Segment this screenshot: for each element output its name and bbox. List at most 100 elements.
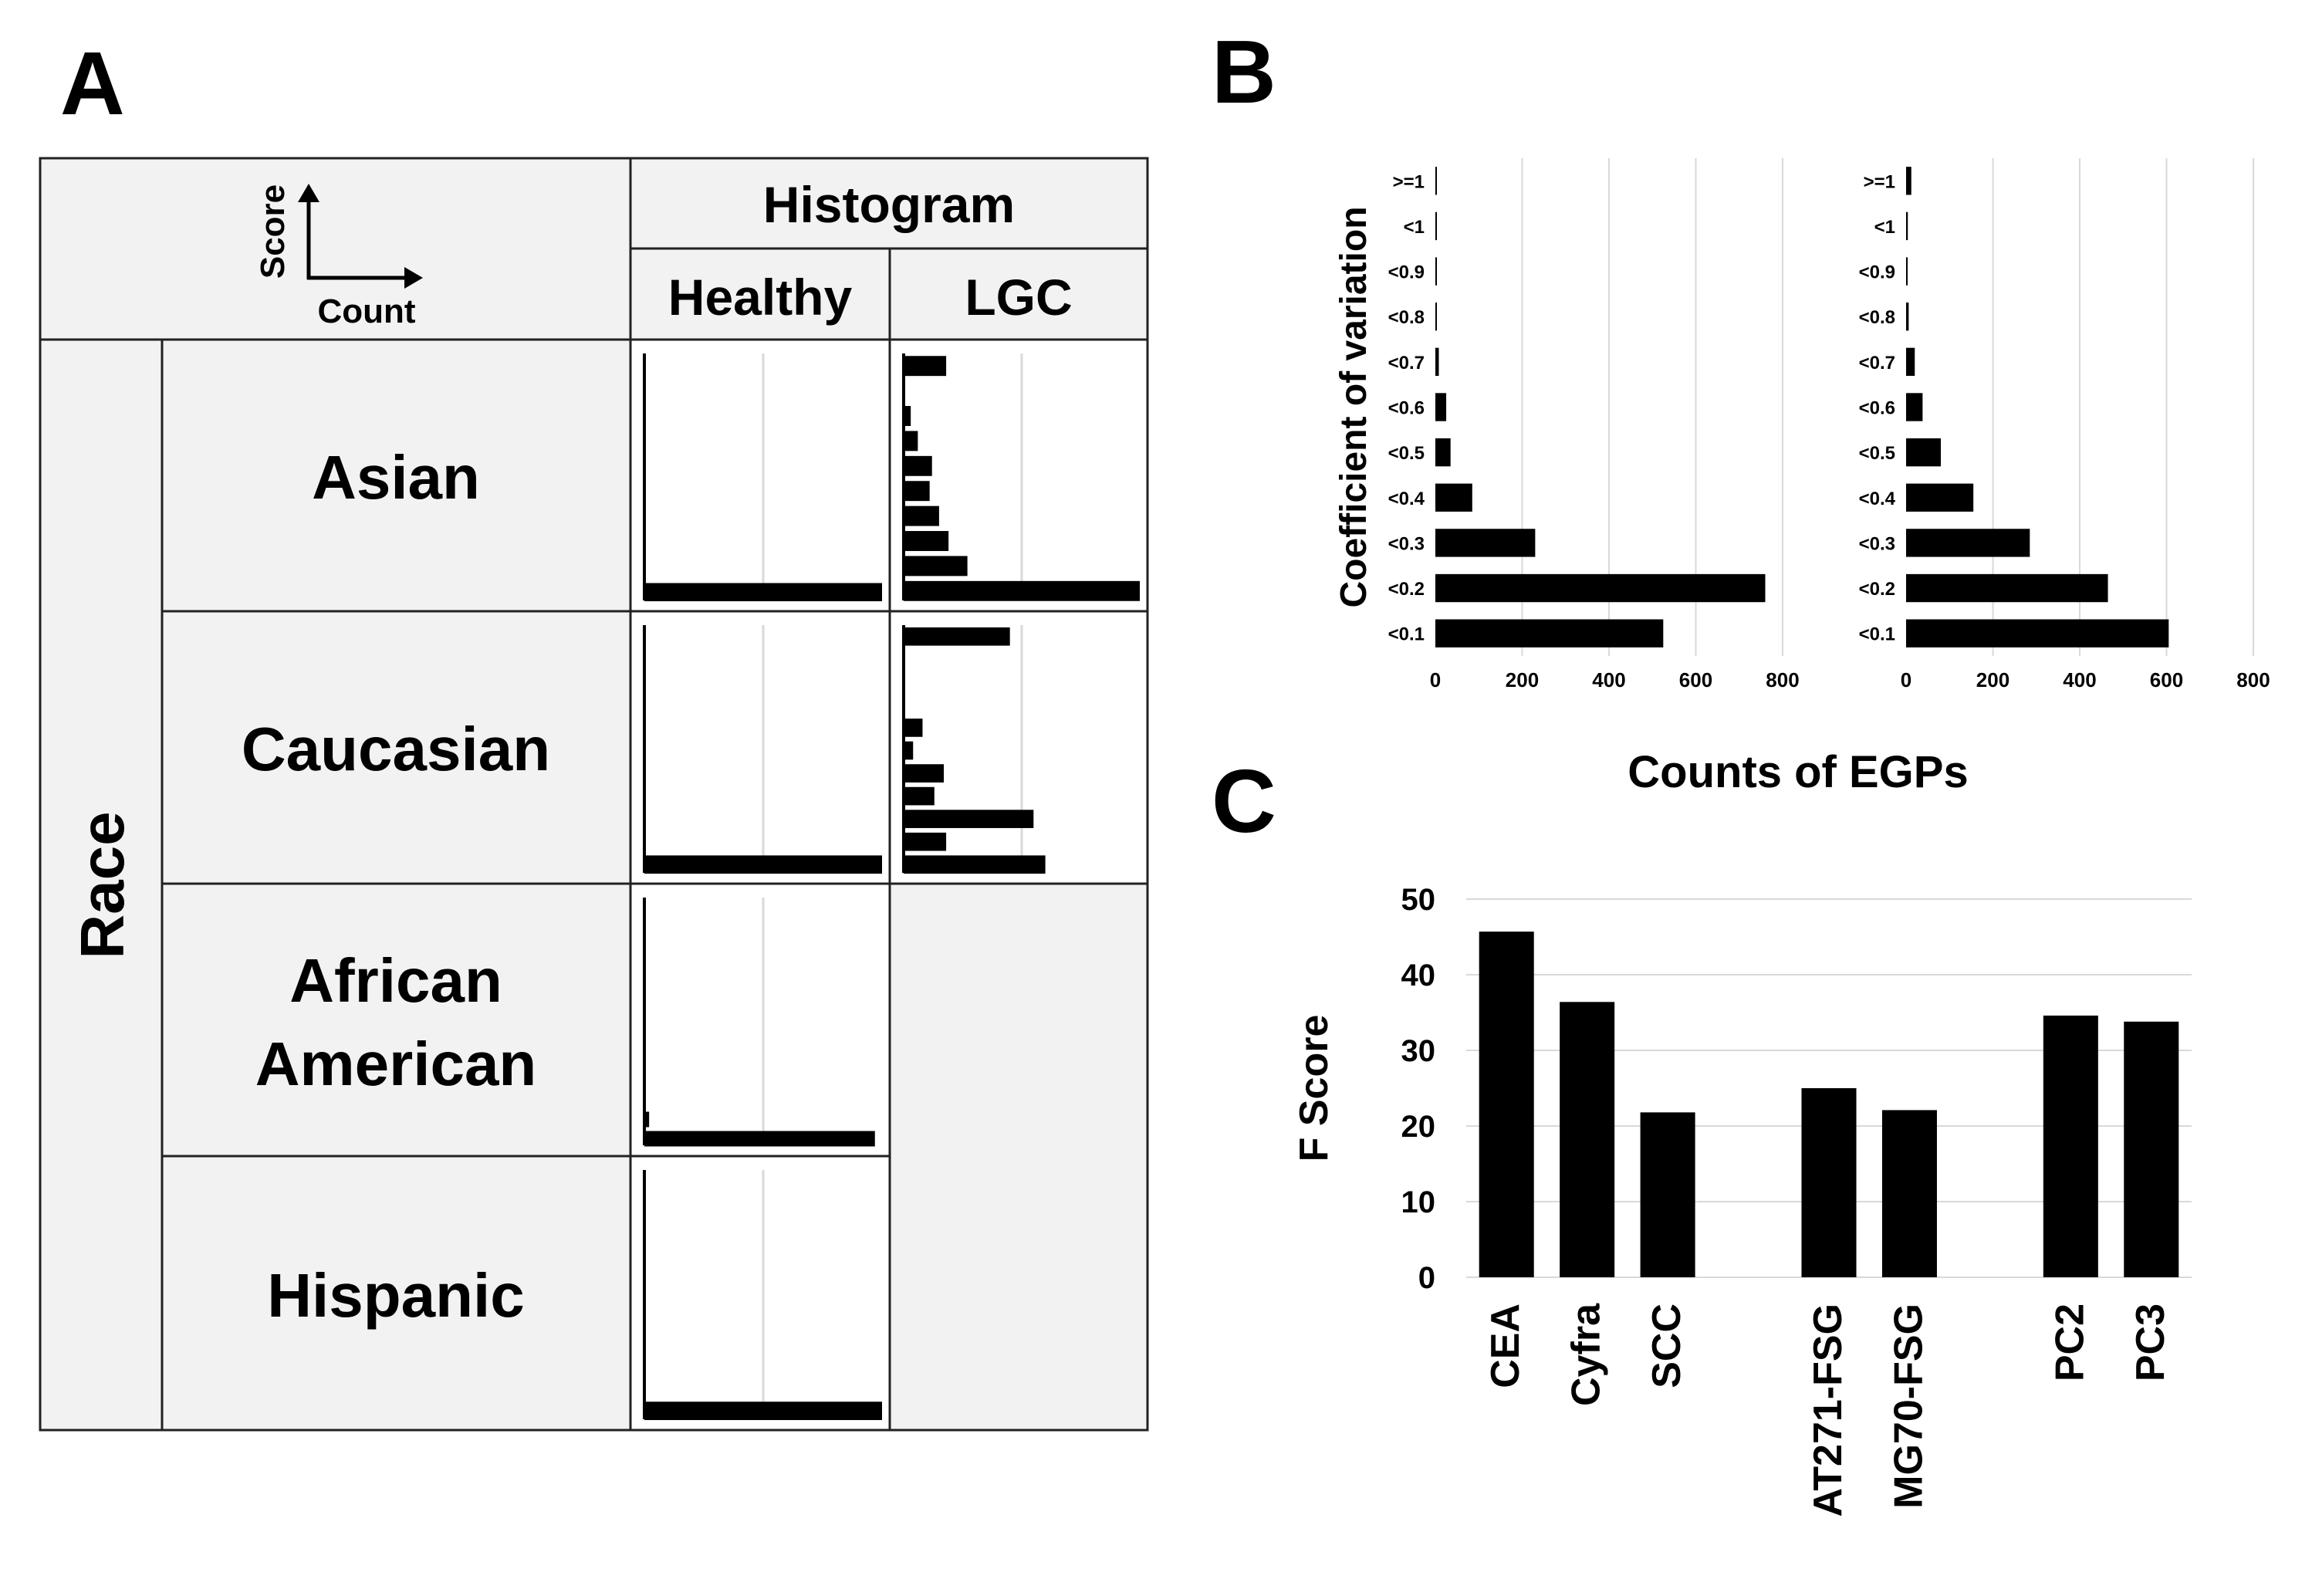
row-label-line: Caucasian	[242, 715, 550, 783]
cv-bar-chart-left: 0 200 400 600 800 >=1 <1 <0.9 <0.8 <0.7 <0.6 <0.5 <0…	[1333, 158, 1969, 797]
healthy-hist-bar	[644, 1131, 875, 1147]
lgc-hist-bar	[904, 455, 932, 476]
lgc-empty-cell	[890, 884, 1148, 1430]
lgc-hist-bar	[904, 832, 947, 851]
bar	[1906, 619, 2169, 648]
y-tick-label: <0.8	[1859, 307, 1895, 328]
x-tick-label: 200	[1506, 668, 1539, 691]
score-count-axis-legend: Score Count	[254, 184, 423, 330]
lgc-hist-bar	[904, 786, 935, 806]
x-tick-label: 800	[1766, 668, 1799, 691]
bar	[1435, 619, 1664, 648]
lgc-hist-bar	[904, 719, 923, 737]
bar	[1906, 303, 1909, 331]
y-tick-label: <0.6	[1859, 398, 1895, 419]
header-cell-histogram	[630, 158, 1148, 249]
bar	[2124, 1021, 2179, 1277]
y-tick-label: <0.9	[1859, 262, 1895, 283]
y-tick-label: <0.1	[1859, 624, 1895, 645]
lgc-hist-bar	[904, 406, 911, 426]
bar	[1881, 1110, 1937, 1277]
lgc-hist-bar	[904, 810, 1034, 828]
bar	[1435, 573, 1766, 603]
row-label-cell-african-american	[162, 884, 630, 1156]
bar	[1435, 257, 1437, 286]
header-cell-healthy	[630, 249, 890, 340]
lgc-hist-bar	[904, 627, 1010, 646]
row-label-cell-asian	[162, 340, 630, 611]
bar	[1906, 347, 1915, 377]
header-cell-left	[40, 158, 630, 340]
row-label-asian: Asian	[312, 443, 480, 512]
row-label-african-american: African American	[255, 946, 537, 1098]
row-label-caucasian: Caucasian	[242, 715, 550, 783]
x-axis-label: Counts of EGPs	[1628, 747, 1968, 797]
lgc-hist-bar	[904, 506, 939, 526]
y-axis-label: Coefficient of variation	[1333, 206, 1374, 607]
lgc-hist-bar	[904, 741, 914, 760]
axis-legend-count: Count	[317, 292, 415, 330]
bar	[1560, 1002, 1615, 1277]
y-tick-label: <0.1	[1388, 624, 1425, 645]
lgc-header: LGC	[965, 269, 1072, 326]
bar	[1906, 257, 1908, 286]
x-tick-label: 0	[1901, 668, 1911, 691]
y-tick-label: >=1	[1864, 171, 1895, 192]
axis-legend-score: Score	[254, 184, 292, 279]
x-tick-label: PC3	[2128, 1304, 2173, 1381]
y-tick-label: <1	[1404, 217, 1425, 238]
bar	[1640, 1112, 1695, 1277]
y-tick-label: <0.2	[1859, 579, 1895, 600]
y-tick-label: <0.7	[1859, 353, 1895, 374]
bar	[1906, 483, 1974, 512]
y-tick-label: <0.3	[1388, 533, 1425, 554]
race-group-cell	[40, 340, 162, 1430]
healthy-hist-bar	[644, 1402, 882, 1421]
y-axis-label: F Score	[1292, 1015, 1337, 1162]
bar	[1479, 932, 1534, 1277]
bar	[1435, 347, 1439, 377]
row-label-cell-caucasian	[162, 611, 630, 884]
y-tick-label: >=1	[1393, 171, 1425, 192]
lgc-hist-bar	[904, 431, 918, 451]
row-label-line: Hispanic	[267, 1261, 524, 1330]
y-tick-label: 50	[1401, 883, 1436, 917]
x-tick-label: 400	[1592, 668, 1625, 691]
bar	[1906, 529, 2030, 557]
y-tick-label: <1	[1874, 217, 1895, 238]
bar	[1906, 211, 1908, 241]
x-tick-label: Cyfra	[1564, 1303, 1609, 1406]
f-score-bar-chart: 0 10 20 30 40 50 F Score CEA Cyfra SCC AT271-FSG MG…	[1292, 883, 2192, 1517]
bar	[1801, 1088, 1857, 1277]
x-tick-label: PC2	[2047, 1304, 2092, 1381]
y-tick-label: <0.5	[1859, 443, 1895, 464]
table-grid-lines	[39, 157, 1149, 1432]
table-border	[39, 157, 1149, 1432]
lgc-hist-bar	[904, 481, 930, 502]
race-group-label: Race	[68, 811, 137, 959]
x-tick-label: 600	[2150, 668, 2183, 691]
lgc-hist-bar	[904, 356, 947, 377]
header-cell-lgc	[890, 249, 1148, 340]
y-tick-label: <0.7	[1388, 353, 1425, 374]
histogram-header: Histogram	[763, 176, 1015, 233]
x-tick-label: 200	[1976, 668, 2009, 691]
y-tick-label: <0.2	[1388, 579, 1425, 600]
x-tick-label: 800	[2236, 668, 2270, 691]
bar	[1906, 167, 1911, 195]
healthy-hist-bar	[644, 1111, 650, 1128]
row-label-line: African	[289, 946, 502, 1015]
y-tick-label: 40	[1401, 959, 1436, 992]
arrow-up-icon	[298, 184, 319, 202]
y-tick-label: <0.5	[1388, 443, 1425, 464]
bar	[1906, 393, 1923, 421]
x-tick-label: SCC	[1644, 1304, 1689, 1388]
lgc-hist-bar	[904, 855, 1046, 874]
y-tick-label: <0.9	[1388, 262, 1425, 283]
healthy-header: Healthy	[668, 269, 853, 326]
y-tick-label: <0.4	[1859, 489, 1896, 509]
row-label-line: American	[255, 1030, 537, 1098]
lgc-hist-bar	[904, 531, 949, 551]
bar	[1435, 303, 1437, 331]
y-tick-label: 0	[1418, 1261, 1435, 1295]
